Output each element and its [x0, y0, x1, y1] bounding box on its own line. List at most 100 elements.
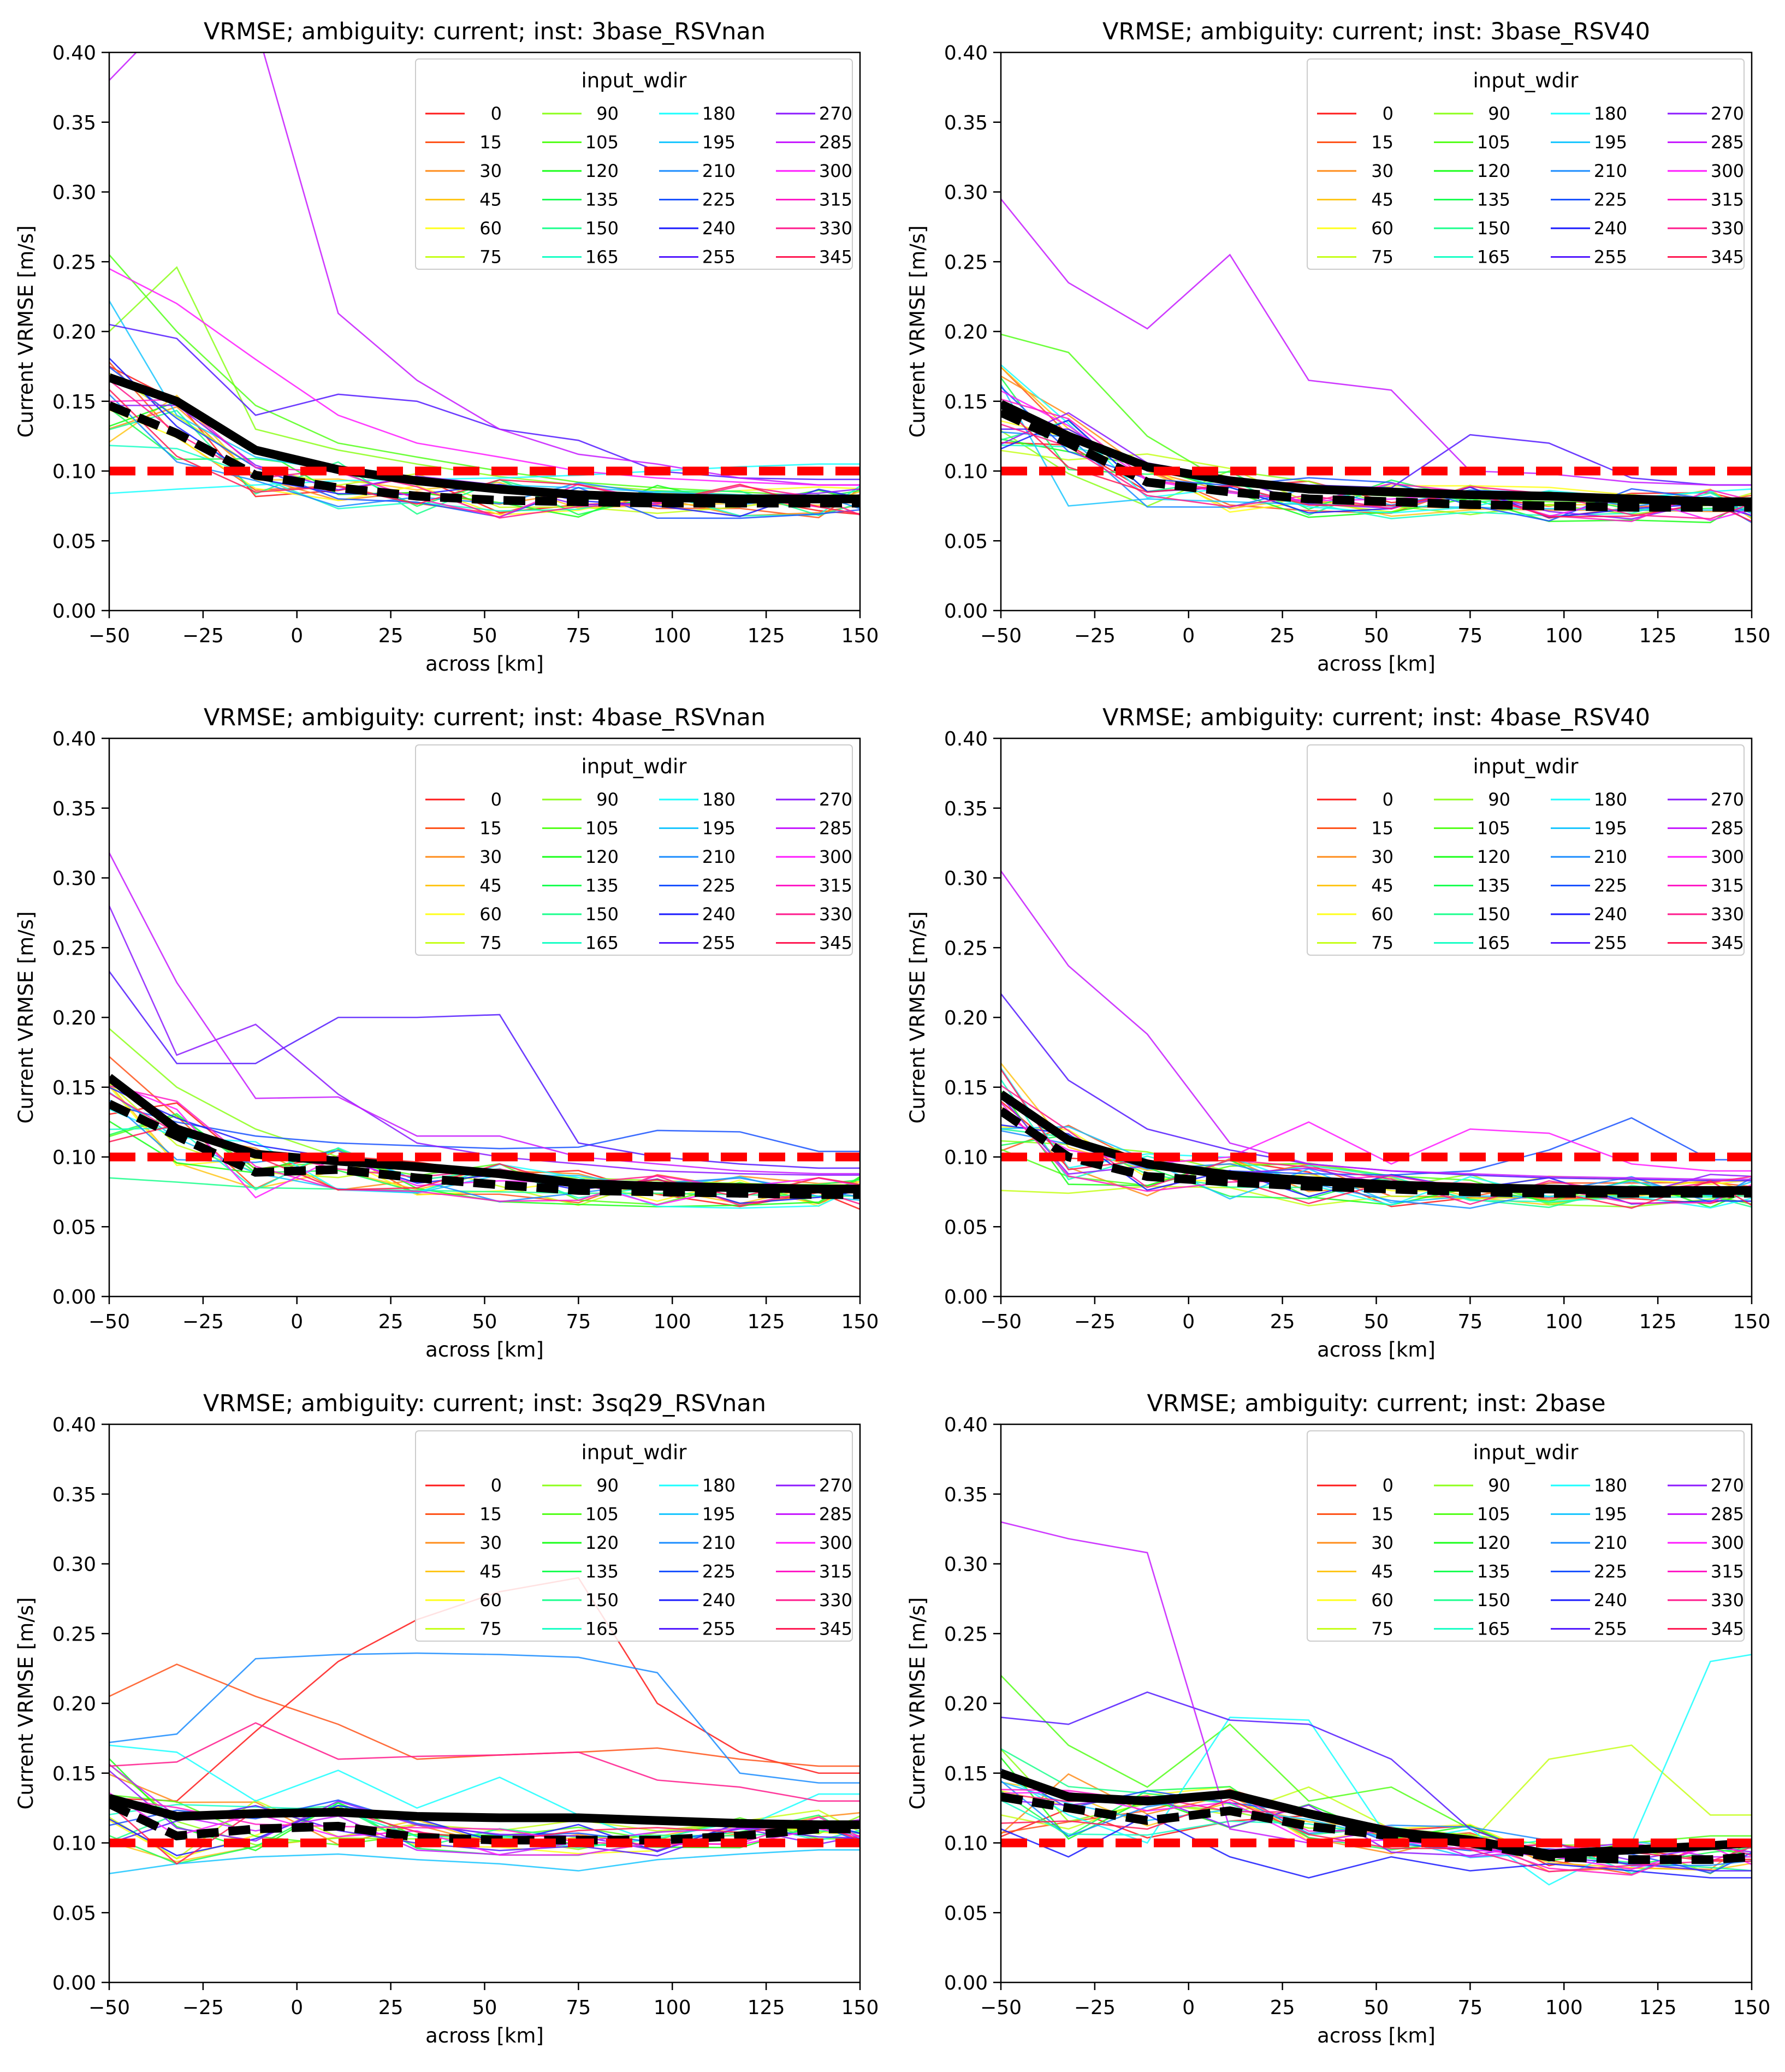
- legend-label-90: 90: [596, 789, 619, 810]
- x-tick-label: 25: [378, 1997, 404, 2019]
- series-line-180: [109, 463, 860, 494]
- x-tick-label: 50: [472, 1997, 497, 2019]
- legend-label-195: 195: [1594, 132, 1627, 153]
- legend-title: input_wdir: [1473, 69, 1579, 92]
- series-line-285: [1001, 870, 1752, 1180]
- x-tick-label: 125: [1639, 625, 1677, 647]
- y-axis-label: Current VRMSE [m/s]: [14, 911, 38, 1124]
- legend-label-30: 30: [1371, 846, 1393, 867]
- y-tick-label: 0.20: [52, 1007, 96, 1029]
- y-tick-label: 0.30: [52, 868, 96, 890]
- legend-label-210: 210: [702, 1532, 736, 1553]
- x-tick-label: −50: [88, 625, 130, 647]
- legend-label-315: 315: [819, 1561, 852, 1582]
- legend-label-240: 240: [702, 1590, 736, 1611]
- y-tick-label: 0.00: [944, 1286, 988, 1309]
- x-tick-label: 100: [1545, 625, 1583, 647]
- median-line: [1001, 1107, 1752, 1198]
- subplot-2: 0.00 0.05 0.10 0.15 0.20 0.25 0.30 0.35 0.40 −50 −…: [906, 18, 1770, 676]
- legend-label-135: 135: [1477, 1561, 1510, 1582]
- legend-label-165: 165: [585, 933, 619, 954]
- legend-label-150: 150: [1477, 1590, 1510, 1611]
- legend-box: [415, 58, 853, 270]
- legend-label-330: 330: [819, 218, 852, 239]
- legend-label-315: 315: [1711, 875, 1744, 896]
- y-tick-label: 0.40: [52, 728, 96, 750]
- x-tick-label: 125: [1639, 1311, 1677, 1333]
- legend-label-300: 300: [1711, 1532, 1744, 1553]
- legend-box: [1307, 58, 1745, 270]
- y-axis-label: Current VRMSE [m/s]: [906, 1597, 929, 1810]
- x-tick-label: 50: [472, 625, 497, 647]
- y-tick-label: 0.25: [52, 251, 96, 274]
- legend-title: input_wdir: [582, 1441, 687, 1464]
- legend-label-105: 105: [585, 132, 619, 153]
- legend-label-225: 225: [1594, 190, 1627, 210]
- series-line-255: [1001, 428, 1752, 489]
- x-tick-label: 150: [841, 625, 879, 647]
- legend: input_wdir 0 15 30 45 60 75 90 105 120 135 150 165 18…: [1307, 1430, 1745, 1642]
- series-line-345: [1001, 1798, 1752, 1862]
- x-tick-label: 0: [290, 625, 303, 647]
- y-tick-label: 0.40: [944, 728, 988, 750]
- legend-label-225: 225: [1594, 1561, 1627, 1582]
- series-line-300: [109, 268, 860, 486]
- y-tick-label: 0.05: [944, 530, 988, 553]
- legend-label-120: 120: [1477, 161, 1510, 181]
- legend-label-315: 315: [1711, 190, 1744, 210]
- x-tick-label: −25: [182, 1311, 224, 1333]
- x-tick-label: 125: [748, 1997, 785, 2019]
- legend-label-225: 225: [702, 875, 736, 896]
- legend-label-120: 120: [585, 846, 619, 867]
- legend-label-0: 0: [1383, 103, 1393, 124]
- legend-label-300: 300: [1711, 846, 1744, 867]
- legend-label-240: 240: [702, 904, 736, 925]
- x-tick-label: −50: [88, 1997, 130, 2019]
- legend-label-330: 330: [819, 1590, 852, 1611]
- legend-label-30: 30: [479, 161, 502, 181]
- legend-label-225: 225: [702, 1561, 736, 1582]
- y-tick-label: 0.10: [52, 1147, 96, 1169]
- x-tick-label: −50: [980, 1997, 1022, 2019]
- series-line-285: [109, 852, 860, 1175]
- y-tick-label: 0.15: [52, 1077, 96, 1099]
- x-tick-label: 100: [654, 625, 691, 647]
- legend-label-270: 270: [1711, 789, 1744, 810]
- legend-label-105: 105: [1477, 132, 1510, 153]
- y-tick-label: 0.40: [944, 1414, 988, 1436]
- legend: input_wdir 0 15 30 45 60 75 90 105 120 135 150 165 18…: [415, 58, 853, 270]
- y-tick-label: 0.00: [944, 600, 988, 623]
- legend-label-285: 285: [819, 132, 852, 153]
- legend-label-330: 330: [1711, 904, 1744, 925]
- y-axis-label: Current VRMSE [m/s]: [14, 226, 38, 438]
- subplot-5: 0.00 0.05 0.10 0.15 0.20 0.25 0.30 0.35 0.40 −50 −…: [14, 1390, 879, 2047]
- legend-label-180: 180: [702, 789, 736, 810]
- x-axis-label: across [km]: [425, 652, 544, 676]
- legend-label-285: 285: [1711, 1504, 1744, 1525]
- y-tick-label: 0.00: [52, 1972, 96, 1994]
- x-tick-label: 150: [1733, 625, 1771, 647]
- legend-label-135: 135: [1477, 875, 1510, 896]
- series-line-315: [1001, 1102, 1752, 1204]
- series-line-240: [1001, 1814, 1752, 1879]
- x-tick-label: −25: [1074, 1997, 1116, 2019]
- mean-line: [1001, 400, 1752, 506]
- legend-label-90: 90: [1488, 1475, 1510, 1496]
- legend-label-150: 150: [585, 1590, 619, 1611]
- y-tick-label: 0.10: [52, 1833, 96, 1855]
- x-tick-label: −25: [182, 1997, 224, 2019]
- legend-box: [1307, 744, 1745, 956]
- legend-label-75: 75: [1371, 247, 1393, 268]
- y-tick-label: 0.00: [52, 600, 96, 623]
- x-tick-label: 150: [841, 1997, 879, 2019]
- y-axis-label: Current VRMSE [m/s]: [906, 911, 929, 1124]
- legend-label-225: 225: [1594, 875, 1627, 896]
- y-tick-label: 0.05: [52, 530, 96, 553]
- legend-label-285: 285: [819, 818, 852, 839]
- legend-label-345: 345: [819, 247, 852, 268]
- legend-label-255: 255: [702, 247, 736, 268]
- legend-label-150: 150: [1477, 904, 1510, 925]
- y-tick-label: 0.05: [52, 1902, 96, 1925]
- y-tick-label: 0.05: [52, 1216, 96, 1239]
- legend-label-180: 180: [702, 1475, 736, 1496]
